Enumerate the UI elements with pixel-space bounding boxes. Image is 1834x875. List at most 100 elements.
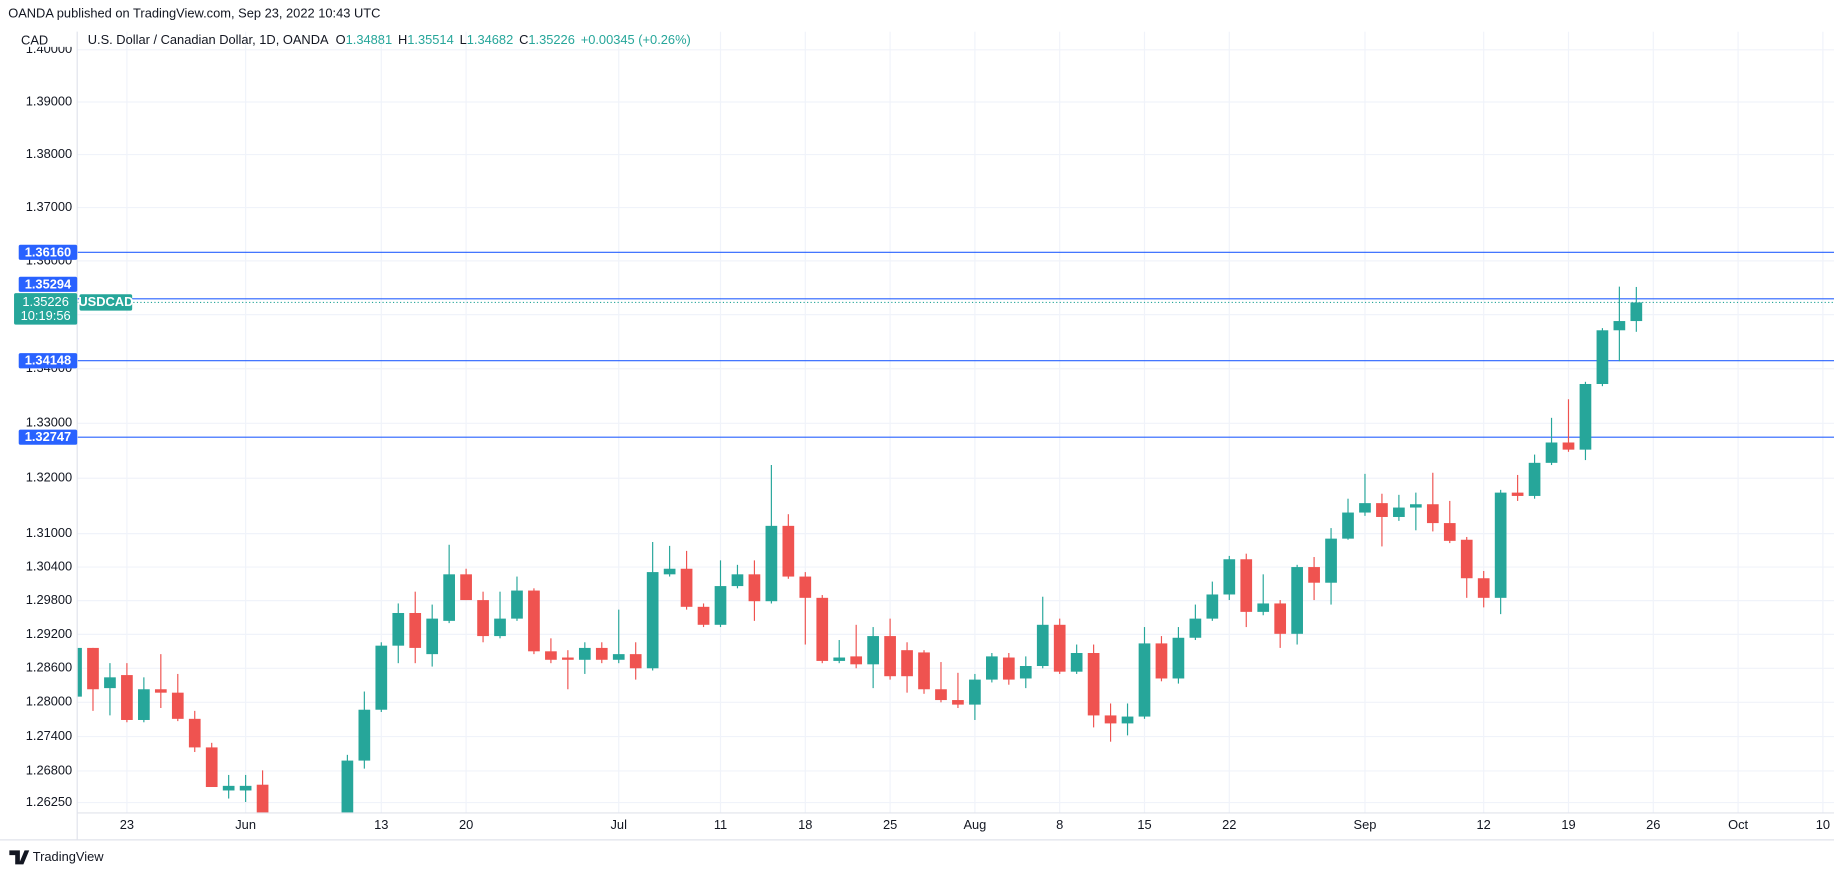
candle-body xyxy=(629,654,642,669)
candle-body xyxy=(341,760,354,813)
candle-body xyxy=(1342,512,1354,539)
candle-body xyxy=(528,590,540,652)
x-tick-label: 13 xyxy=(374,817,388,832)
candle-body xyxy=(511,590,523,619)
last-price-label: 1.35226 xyxy=(22,294,68,309)
ohlc-value: 1.34682 xyxy=(467,32,513,47)
candles xyxy=(77,286,1643,813)
symbol-tag: USDCAD xyxy=(78,294,133,309)
candle-body xyxy=(222,785,235,791)
candle-body xyxy=(171,692,184,719)
candle-body xyxy=(443,574,455,621)
candle-body xyxy=(77,647,82,697)
ohlc-value: 1.35514 xyxy=(407,32,453,47)
ohlc-letter: C xyxy=(519,32,528,47)
candle-body xyxy=(1511,492,1524,496)
candle-body xyxy=(833,657,846,661)
y-tick-label: 1.38000 xyxy=(26,146,72,161)
candle-body xyxy=(1460,539,1473,579)
candle-body xyxy=(1376,503,1388,517)
candle-body xyxy=(1613,321,1626,331)
candle-body xyxy=(426,618,439,655)
candle-body xyxy=(663,568,676,575)
candle-body xyxy=(358,709,371,761)
x-tick-label: Jun xyxy=(235,817,256,832)
candle-body xyxy=(1410,504,1422,508)
symbol-legend: U.S. Dollar / Canadian Dollar, 1D, OANDA… xyxy=(88,32,691,47)
candle-body xyxy=(731,574,744,587)
y-tick-label: 1.29800 xyxy=(26,592,72,607)
candle-body xyxy=(1630,302,1643,322)
change-value: +0.00345 (+0.26%) xyxy=(581,32,691,47)
candle-body xyxy=(1528,462,1541,496)
candle-body xyxy=(952,700,964,705)
candle-body xyxy=(1257,603,1270,612)
y-tick-label: 1.27400 xyxy=(26,728,72,743)
x-axis: 23 Jun 13 20 Jul 11 18 25 Aug 8 15 22 Sep 12 19 26 Oct 10 xyxy=(120,817,1830,832)
x-tick-label: Oct xyxy=(1728,817,1748,832)
footer-brand: TradingView xyxy=(33,849,104,864)
footer-logo xyxy=(9,850,30,865)
symbol-tag-box xyxy=(79,294,133,311)
y-tick-label: 1.37000 xyxy=(26,199,72,214)
candle-body xyxy=(87,647,99,690)
candle-body xyxy=(188,718,201,748)
candle-body xyxy=(477,600,489,637)
y-tick-label: 1.33000 xyxy=(26,415,72,430)
candle-body xyxy=(1223,559,1236,595)
x-tick-label: 8 xyxy=(1056,817,1063,832)
candle-body xyxy=(1087,653,1100,716)
candle-body xyxy=(1494,492,1507,598)
candle-body xyxy=(1138,643,1151,717)
candle-body xyxy=(782,525,795,577)
candle-body xyxy=(986,656,998,680)
published-note: OANDA published on TradingView.com, Sep … xyxy=(8,5,380,20)
candle-body xyxy=(1070,653,1083,672)
x-tick-label: 18 xyxy=(798,817,812,832)
candle-body xyxy=(154,689,167,693)
x-tick-label: 19 xyxy=(1561,817,1575,832)
candle-body xyxy=(748,574,761,602)
last-price-box xyxy=(14,293,78,325)
y-tick-label: 1.30400 xyxy=(26,558,72,573)
candle-body xyxy=(239,785,252,791)
candle-body xyxy=(935,689,947,701)
candle-body xyxy=(1104,715,1117,724)
price-labels: 1.36160 1.35294 1.34148 1.32747 1.3522610:19… xyxy=(14,244,133,445)
symbol-title: U.S. Dollar / Canadian Dollar, 1D, OANDA xyxy=(88,32,329,47)
candle-body xyxy=(1545,442,1558,463)
candle-body xyxy=(697,606,710,625)
candle-body xyxy=(1019,666,1032,679)
candle-body xyxy=(494,618,506,637)
ohlc-value: 1.34881 xyxy=(346,32,392,47)
candle-body xyxy=(1189,618,1202,638)
candle-body xyxy=(1562,442,1575,450)
candle-body xyxy=(1291,567,1303,634)
candle-body xyxy=(392,612,405,646)
ohlc-value: 1.35226 xyxy=(528,32,574,47)
candle-body xyxy=(205,747,218,788)
candle-body xyxy=(1155,643,1168,679)
x-tick-label: 20 xyxy=(459,817,473,832)
levels xyxy=(77,251,1834,438)
x-tick-label: 25 xyxy=(883,817,897,832)
candle-body xyxy=(375,645,388,710)
level-label-box xyxy=(18,276,78,292)
logo-icon xyxy=(9,850,30,865)
candle-body xyxy=(1579,383,1592,450)
candle-body xyxy=(578,647,591,660)
candle-body xyxy=(595,647,608,660)
candle-body xyxy=(867,636,879,665)
x-tick-label: 15 xyxy=(1137,817,1151,832)
candle-body xyxy=(562,657,574,660)
candle-body xyxy=(1172,637,1185,679)
ohlc-letter: L xyxy=(460,32,467,47)
candle-body xyxy=(969,679,981,705)
candle-body xyxy=(1206,594,1219,619)
candle-body xyxy=(1053,624,1066,672)
x-tick-label: 26 xyxy=(1646,817,1660,832)
y-tick-label: 1.32000 xyxy=(26,470,72,485)
candle-body xyxy=(138,689,150,720)
y-tick-label: 1.26800 xyxy=(26,762,72,777)
x-tick-label: Sep xyxy=(1354,817,1377,832)
